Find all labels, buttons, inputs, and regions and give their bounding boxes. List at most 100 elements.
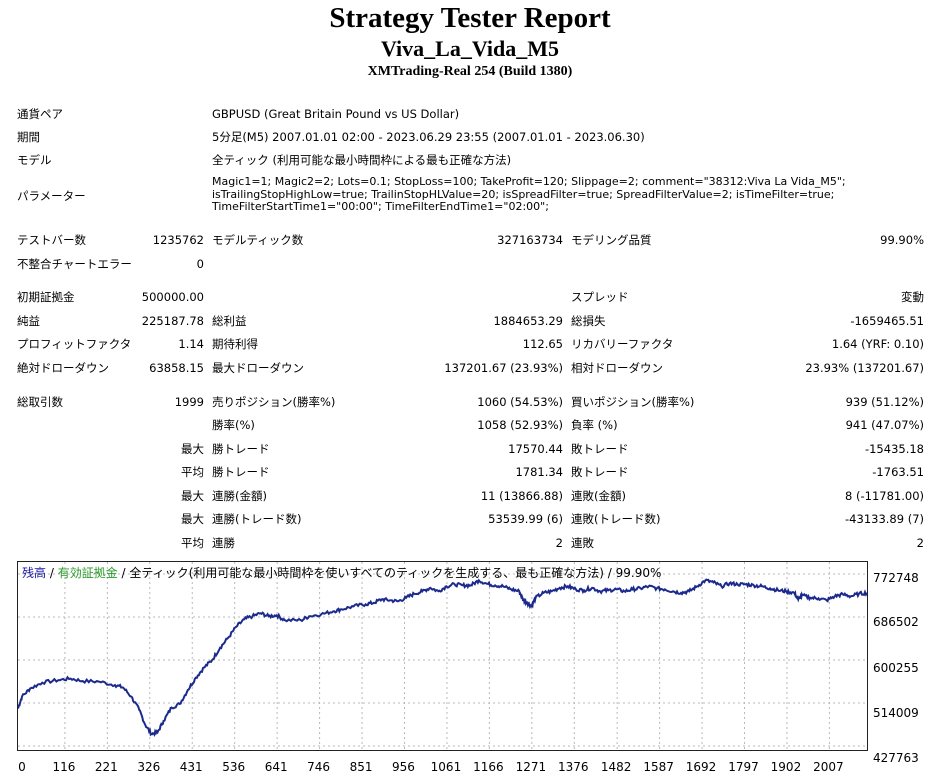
row-a-value: 1781.34 bbox=[515, 465, 563, 479]
x-tick-label: 851 bbox=[349, 760, 373, 774]
x-tick-label: 536 bbox=[222, 760, 246, 774]
net-label: 純益 bbox=[17, 314, 40, 328]
gross-loss-value: -1659465.51 bbox=[850, 314, 924, 328]
period-label: 期間 bbox=[17, 130, 40, 144]
x-tick-label: 1166 bbox=[473, 760, 504, 774]
row-a-label: 連勝 bbox=[212, 536, 235, 550]
x-tick-label: 1902 bbox=[770, 760, 802, 774]
quality-value: 99.90% bbox=[880, 233, 924, 247]
row-a-value: 53539.99 (6) bbox=[488, 512, 563, 526]
symbol-label: 通貨ペア bbox=[17, 107, 63, 121]
model-label: モデル bbox=[17, 153, 52, 167]
symbol-value: GBPUSD (Great Britain Pound vs US Dollar… bbox=[212, 107, 460, 121]
trades-value: 1999 bbox=[174, 395, 204, 409]
rel-dd-label: 相対ドローダウン bbox=[571, 361, 663, 375]
x-tick-label: 1061 bbox=[430, 760, 462, 774]
x-tick-label: 2007 bbox=[813, 760, 844, 774]
spread-value: 変動 bbox=[901, 290, 924, 304]
pf-value: 1.14 bbox=[178, 337, 204, 351]
rel-dd-value: 23.93% (137201.67) bbox=[805, 361, 924, 375]
win-label: 勝率(%) bbox=[212, 418, 255, 432]
x-tick-label: 0 bbox=[18, 760, 26, 774]
params-line: Magic1=1; Magic2=2; Lots=0.1; StopLoss=1… bbox=[212, 175, 846, 188]
x-tick-label: 1482 bbox=[600, 760, 632, 774]
ticks-value: 327163734 bbox=[497, 233, 563, 247]
deposit-value: 500000.00 bbox=[141, 290, 204, 304]
row-a-value: 17570.44 bbox=[508, 442, 563, 456]
report-title: Strategy Tester Report bbox=[329, 2, 611, 34]
errors-value: 0 bbox=[196, 257, 204, 271]
recovery-value: 1.64 (YRF: 0.10) bbox=[831, 337, 924, 351]
model-value: 全ティック (利用可能な最小時間枠による最も正確な方法) bbox=[212, 153, 512, 167]
row-b-label: 連敗(金額) bbox=[571, 489, 626, 503]
row-qualifier: 平均 bbox=[181, 465, 204, 479]
row-qualifier: 最大 bbox=[181, 489, 204, 503]
x-tick-label: 1797 bbox=[728, 760, 759, 774]
row-b-value: -15435.18 bbox=[864, 442, 924, 456]
loss-label: 負率 (%) bbox=[571, 418, 618, 432]
x-tick-label: 1587 bbox=[643, 760, 674, 774]
row-qualifier: 最大 bbox=[181, 442, 204, 456]
x-tick-label: 746 bbox=[307, 760, 331, 774]
deposit-label: 初期証拠金 bbox=[17, 290, 75, 304]
x-tick-label: 1271 bbox=[515, 760, 547, 774]
long-value: 939 (51.12%) bbox=[845, 395, 924, 409]
row-a-label: 勝トレード bbox=[212, 442, 270, 456]
win-value: 1058 (52.93%) bbox=[477, 418, 563, 432]
errors-label: 不整合チャートエラー bbox=[17, 257, 132, 271]
payoff-label: 期待利得 bbox=[212, 337, 258, 351]
loss-value: 941 (47.07%) bbox=[845, 418, 924, 432]
x-tick-label: 431 bbox=[179, 760, 203, 774]
balance-chart-svg bbox=[18, 562, 867, 750]
chart-legend: 残高 / 有効証拠金 / 全ティック(利用可能な最小時間枠を使いすべてのティック… bbox=[22, 564, 661, 581]
row-b-label: 連敗 bbox=[571, 536, 594, 550]
row-b-value: -1763.51 bbox=[872, 465, 924, 479]
quality-label: モデリング品質 bbox=[571, 233, 652, 247]
y-tick-label: 600255 bbox=[873, 661, 919, 675]
ticks-label: モデルティック数 bbox=[212, 233, 304, 247]
spread-label: スプレッド bbox=[571, 290, 629, 304]
gross-profit-value: 1884653.29 bbox=[493, 314, 563, 328]
y-tick-label: 514009 bbox=[873, 706, 919, 720]
abs-dd-label: 絶対ドローダウン bbox=[17, 361, 109, 375]
row-b-value: -43133.89 (7) bbox=[845, 512, 924, 526]
legend-equity: 有効証拠金 bbox=[57, 566, 118, 580]
short-label: 売りポジション(勝率%) bbox=[212, 395, 336, 409]
pf-label: プロフィットファクタ bbox=[17, 337, 132, 351]
x-tick-label: 116 bbox=[52, 760, 76, 774]
params-line: TimeFilterStartTime1="00:00"; TimeFilter… bbox=[212, 200, 549, 214]
legend-description: / 全ティック(利用可能な最小時間枠を使いすべてのティックを生成する、最も正確な… bbox=[117, 566, 662, 580]
balance-line bbox=[18, 578, 867, 737]
params-line: isTrailingStopHighLow=true; TrailinStopH… bbox=[212, 187, 835, 201]
net-value: 225187.78 bbox=[141, 314, 204, 328]
row-b-label: 敗トレード bbox=[571, 465, 629, 479]
row-a-label: 連勝(金額) bbox=[212, 489, 267, 503]
max-dd-value: 137201.67 (23.93%) bbox=[444, 361, 563, 375]
legend-separator: / bbox=[46, 566, 58, 580]
params-value: Magic1=1; Magic2=2; Lots=0.1; StopLoss=1… bbox=[212, 175, 846, 214]
y-tick-label: 686502 bbox=[873, 615, 919, 629]
gross-profit-label: 総利益 bbox=[212, 314, 247, 328]
max-dd-label: 最大ドローダウン bbox=[212, 361, 304, 375]
x-tick-label: 956 bbox=[392, 760, 415, 774]
params-label: パラメーター bbox=[17, 189, 86, 203]
x-tick-label: 1376 bbox=[558, 760, 589, 774]
row-b-label: 敗トレード bbox=[571, 442, 629, 456]
row-qualifier: 最大 bbox=[181, 512, 204, 526]
abs-dd-value: 63858.15 bbox=[149, 361, 204, 375]
x-tick-label: 641 bbox=[264, 760, 288, 774]
report-subtitle: Viva_La_Vida_M5 bbox=[380, 36, 560, 61]
row-b-value: 8 (-11781.00) bbox=[845, 489, 924, 503]
y-tick-label: 772748 bbox=[873, 571, 919, 585]
gross-loss-label: 総損失 bbox=[571, 314, 606, 328]
x-tick-label: 221 bbox=[94, 760, 118, 774]
y-tick-label: 427763 bbox=[873, 751, 919, 765]
payoff-value: 112.65 bbox=[522, 337, 563, 351]
row-qualifier: 平均 bbox=[181, 536, 204, 550]
row-b-label: 連敗(トレード数) bbox=[571, 512, 661, 526]
long-label: 買いポジション(勝率%) bbox=[571, 395, 695, 409]
trades-label: 総取引数 bbox=[17, 395, 63, 409]
balance-chart bbox=[17, 561, 868, 751]
period-value: 5分足(M5) 2007.01.01 02:00 - 2023.06.29 23… bbox=[212, 130, 645, 144]
x-tick-label: 326 bbox=[137, 760, 161, 774]
